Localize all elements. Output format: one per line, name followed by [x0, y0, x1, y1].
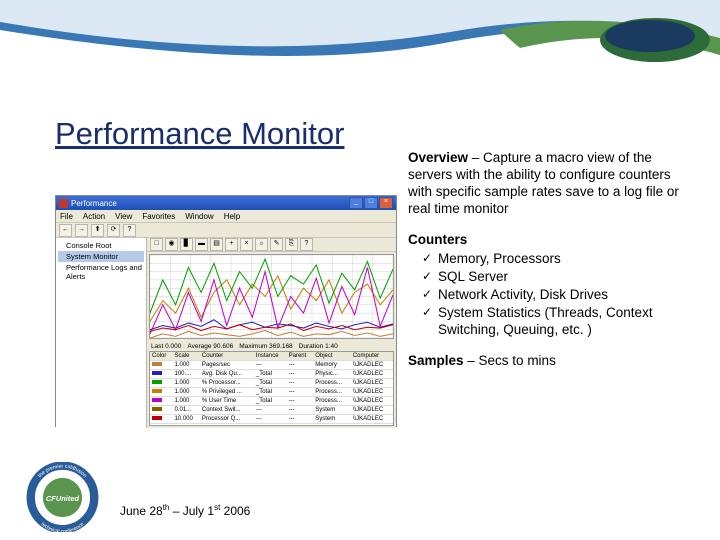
counter-item: Network Activity, Disk Drives [422, 287, 698, 304]
back-button[interactable]: ← [59, 224, 72, 237]
legend-header[interactable]: Computer [351, 352, 393, 361]
menu-window[interactable]: Window [185, 212, 213, 221]
main-pane: □◉▊▬▤+×☼✎⎘? Last 0.000 Average 90.606 Ma… [147, 238, 396, 428]
stats-bar: Last 0.000 Average 90.606 Maximum 369.16… [147, 341, 396, 351]
close-button[interactable]: × [379, 197, 393, 209]
tree-pane[interactable]: Console RootSystem MonitorPerformance Lo… [56, 238, 147, 428]
toolbar: ← → ⬆ ⟳ ? [56, 223, 396, 238]
minimize-button[interactable]: _ [349, 197, 363, 209]
counter-item: Memory, Processors [422, 251, 698, 268]
legend-header[interactable]: Object [313, 352, 351, 361]
menu-action[interactable]: Action [83, 212, 105, 221]
counter-item: SQL Server [422, 269, 698, 286]
perfmon-window: Performance _ □ × File Action View Favorite… [55, 195, 397, 427]
date-footer: June 28th – July 1st 2006 [120, 503, 250, 518]
chart-tool-button[interactable]: + [225, 238, 238, 251]
cfunited-logo: CFUnited the premier coldfusion technica… [15, 462, 110, 532]
up-button[interactable]: ⬆ [91, 224, 104, 237]
legend-row[interactable]: 1.000% Processor..._Total---Process...\\… [150, 379, 393, 388]
help-button[interactable]: ? [123, 224, 136, 237]
counters-section: Counters Memory, ProcessorsSQL ServerNet… [408, 232, 698, 339]
legend-row[interactable]: 10.000Processor Q...------System\\JKADLE… [150, 415, 393, 424]
samples-paragraph: Samples – Secs to mins [408, 353, 698, 370]
svg-text:CFUnited: CFUnited [46, 494, 80, 503]
app-icon [59, 199, 68, 208]
chart-tool-button[interactable]: ✎ [270, 238, 283, 251]
forward-button[interactable]: → [75, 224, 88, 237]
legend-header[interactable]: Color [150, 352, 172, 361]
slide-body: Overview – Capture a macro view of the s… [408, 150, 698, 370]
chart-area [149, 254, 394, 339]
legend-header[interactable]: Scale [172, 352, 199, 361]
svg-text:the premier coldfusion: the premier coldfusion [37, 464, 88, 480]
overview-paragraph: Overview – Capture a macro view of the s… [408, 150, 698, 218]
menu-help[interactable]: Help [224, 212, 240, 221]
legend-header[interactable]: Counter [200, 352, 254, 361]
menu-favorites[interactable]: Favorites [142, 212, 175, 221]
menu-file[interactable]: File [60, 212, 73, 221]
maximize-button[interactable]: □ [364, 197, 378, 209]
legend-row[interactable]: 0.10...System Calls...------System\\JKAD… [150, 424, 393, 427]
legend-header[interactable]: Parent [287, 352, 314, 361]
menu-view[interactable]: View [115, 212, 132, 221]
tree-node[interactable]: Performance Logs and Alerts [58, 262, 144, 282]
legend-row[interactable]: 1.000% User Time_Total---Process...\\JKA… [150, 397, 393, 406]
legend-table[interactable]: ColorScaleCounterInstanceParentObjectCom… [149, 351, 394, 426]
chart-tool-button[interactable]: × [240, 238, 253, 251]
legend-header[interactable]: Instance [254, 352, 287, 361]
menubar: File Action View Favorites Window Help [56, 210, 396, 223]
chart-tool-button[interactable]: □ [150, 238, 163, 251]
chart-tool-button[interactable]: ▬ [195, 238, 208, 251]
chart-tool-button[interactable]: ▤ [210, 238, 223, 251]
chart-tool-button[interactable]: ? [300, 238, 313, 251]
chart-toolbar: □◉▊▬▤+×☼✎⎘? [147, 238, 396, 252]
chart-tool-button[interactable]: ☼ [255, 238, 268, 251]
legend-row[interactable]: 0.01...Context Swit...------System\\JKAD… [150, 406, 393, 415]
counter-item: System Statistics (Threads, Context Swit… [422, 305, 698, 339]
header-swoosh [0, 0, 720, 80]
tree-node[interactable]: System Monitor [58, 251, 144, 262]
legend-row[interactable]: 100....Avg. Disk Qu..._Total---Physic...… [150, 370, 393, 379]
chart-tool-button[interactable]: ▊ [180, 238, 193, 251]
chart-tool-button[interactable]: ⎘ [285, 238, 298, 251]
chart-tool-button[interactable]: ◉ [165, 238, 178, 251]
refresh-button[interactable]: ⟳ [107, 224, 120, 237]
titlebar[interactable]: Performance _ □ × [56, 196, 396, 210]
slide-title: Performance Monitor [55, 116, 344, 152]
tree-node[interactable]: Console Root [58, 240, 144, 251]
legend-row[interactable]: 1.000Pages/sec------Memory\\JKADLEC [150, 361, 393, 370]
legend-row[interactable]: 1.000% Privileged ..._Total---Process...… [150, 388, 393, 397]
window-title: Performance [71, 199, 349, 208]
